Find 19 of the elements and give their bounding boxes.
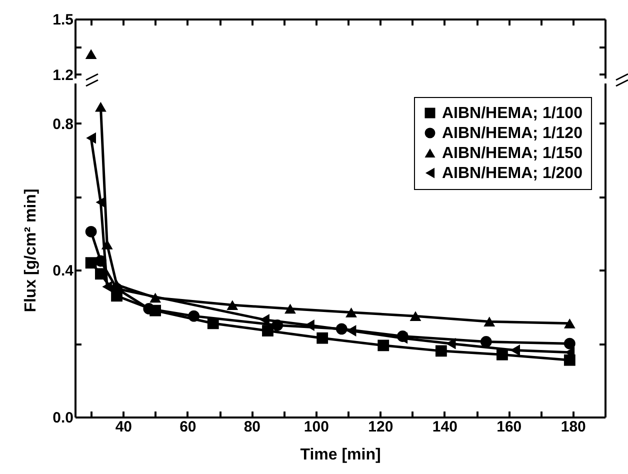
legend-label: AIBN/HEMA; 1/150 — [442, 145, 583, 162]
y-axis-title: Flux [g/cm² min] — [22, 188, 40, 312]
y-tick-label: 1.5 — [52, 12, 74, 28]
x-tick-label: 140 — [432, 418, 458, 436]
x-tick-label: 120 — [368, 418, 394, 436]
y-tick-label: 0.4 — [52, 262, 74, 280]
x-tick-label: 160 — [496, 418, 522, 436]
legend-label: AIBN/HEMA; 1/200 — [442, 165, 583, 182]
x-tick-label: 40 — [115, 418, 132, 436]
x-tick-label: 100 — [304, 418, 329, 436]
legend-label: AIBN/HEMA; 1/100 — [442, 105, 583, 122]
x-axis-title: Time [min] — [300, 446, 381, 464]
legend-label: AIBN/HEMA; 1/120 — [442, 125, 583, 142]
y-tick-label: 0.0 — [52, 410, 74, 426]
y-tick-label: 1.2 — [52, 66, 74, 84]
y-tick-label: 0.8 — [52, 116, 74, 133]
x-tick-label: 80 — [244, 418, 261, 436]
x-tick-label: 60 — [180, 418, 196, 436]
x-tick-label: 180 — [560, 418, 586, 436]
